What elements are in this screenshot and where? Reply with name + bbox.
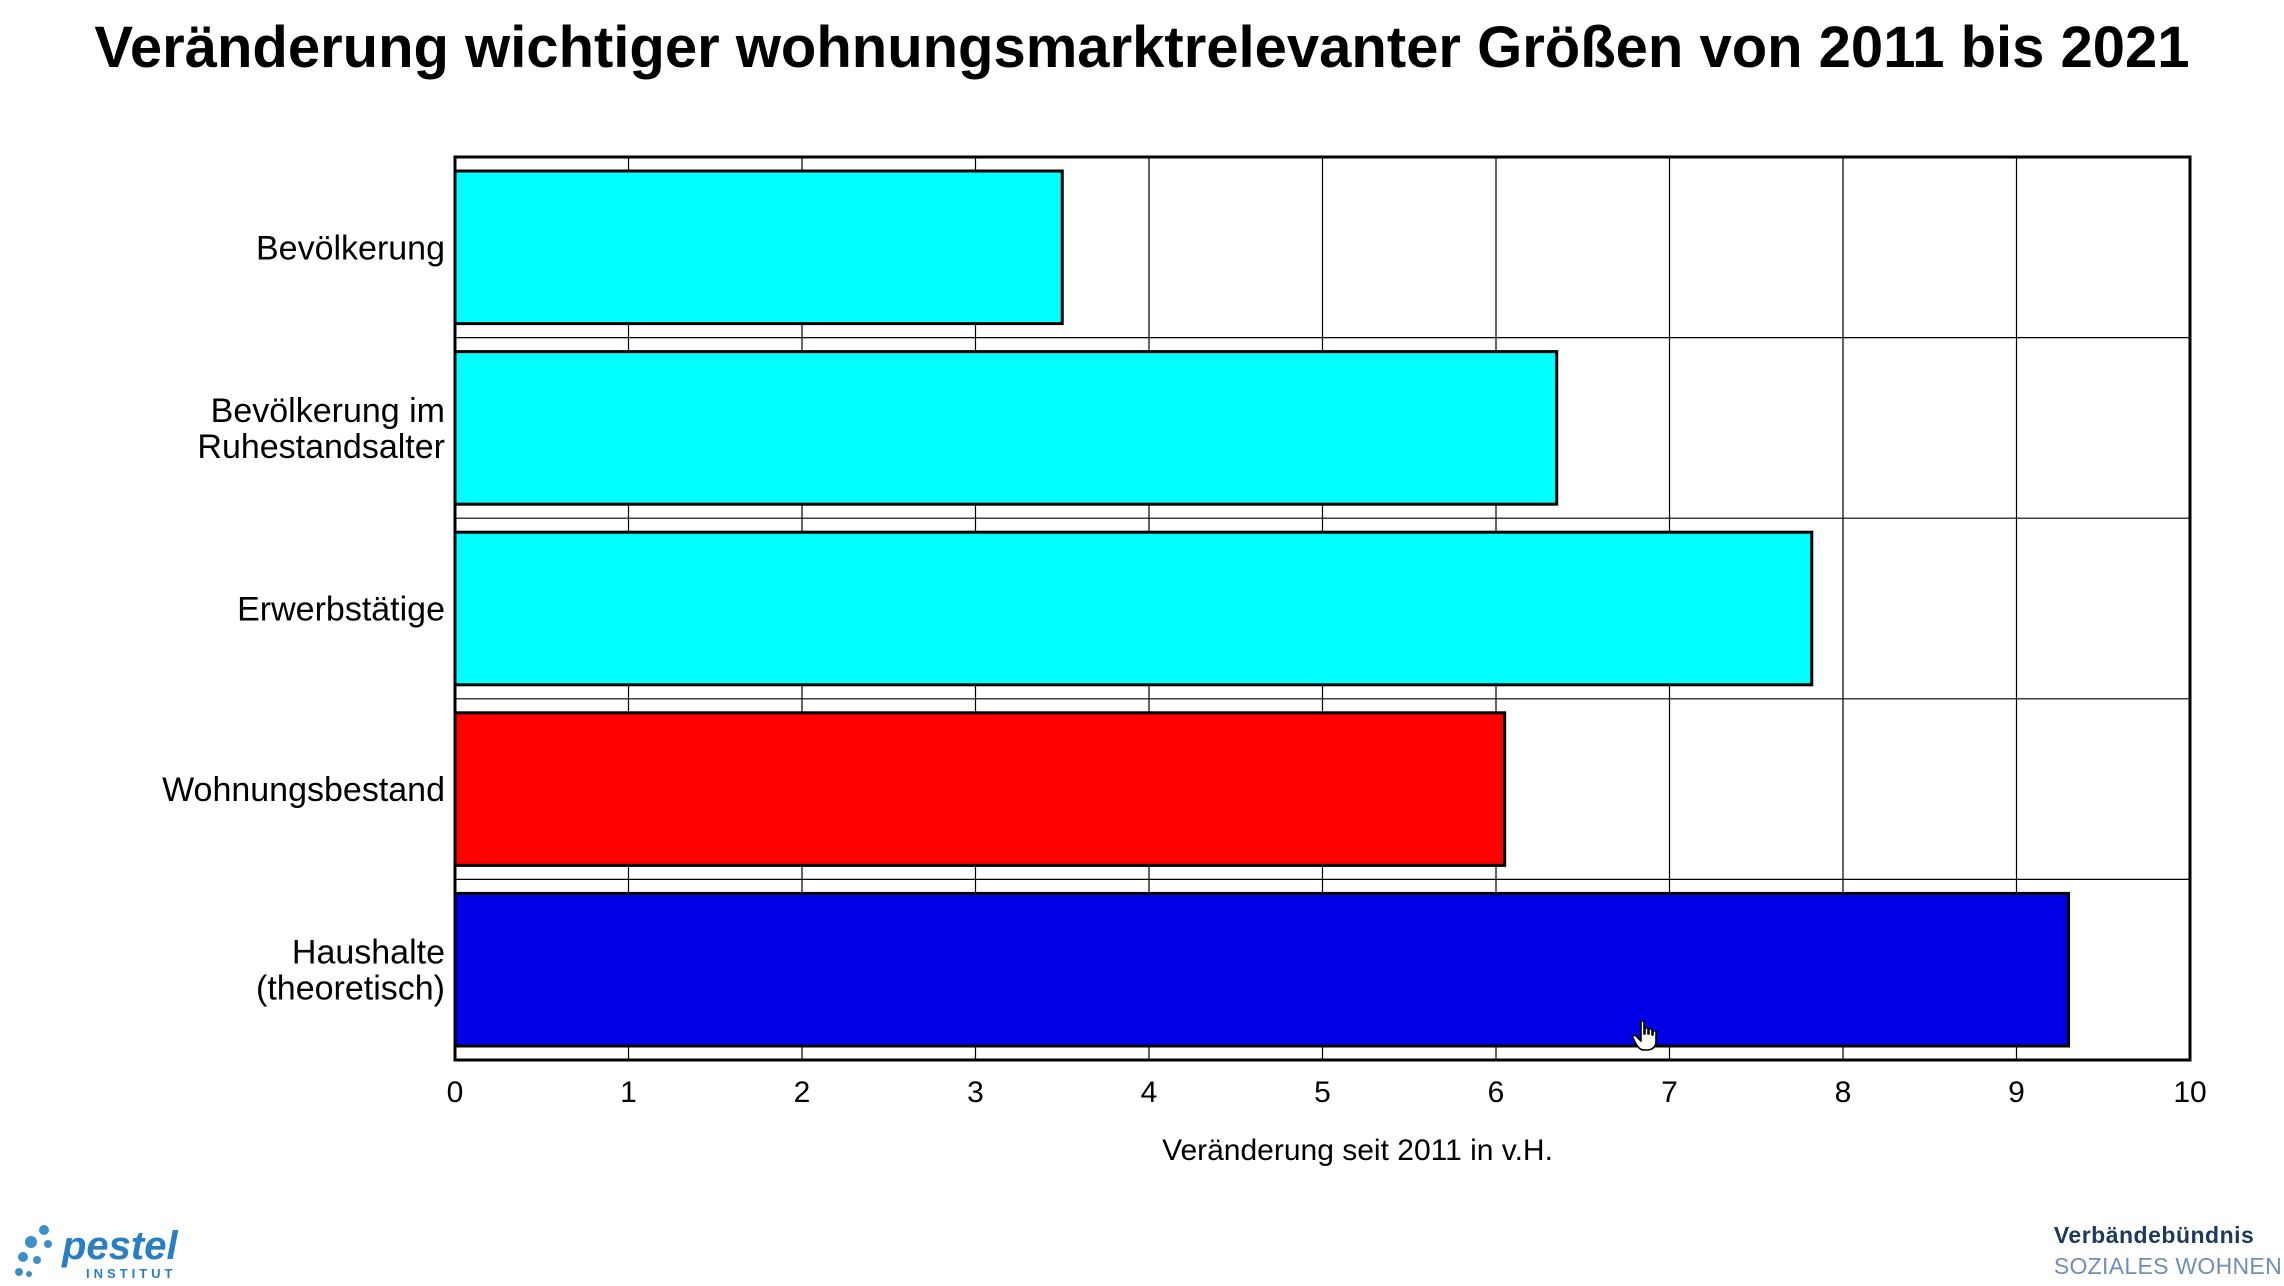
x-tick-label: 10 [2173,1076,2206,1109]
x-tick-label: 3 [967,1076,984,1109]
category-label: Haushalte [292,934,445,972]
bar [453,169,1064,326]
logo-line-2: SOZIALES WOHNEN [2053,1253,2282,1279]
x-tick-label: 1 [620,1076,637,1109]
bar [453,350,1559,506]
x-tick-label: 8 [1835,1076,1852,1109]
plot-frame [453,155,2192,1062]
svg-text:INSTITUT: INSTITUT [86,1266,177,1281]
x-axis-label: Veränderung seit 2011 in v.H. [1162,1134,1553,1167]
x-tick-label: 5 [1314,1076,1331,1109]
x-tick-label: 0 [447,1076,464,1109]
bar [453,891,2071,1048]
category-label: Bevölkerung im [211,392,445,430]
x-tick-label: 2 [794,1076,811,1109]
category-label: Wohnungsbestand [162,771,445,809]
bar [453,530,1814,687]
svg-text:pestel: pestel [61,1224,178,1268]
bars [453,169,2071,1048]
pestel-logo: pestel INSTITUT [15,1224,178,1281]
category-label: Erwerbstätige [237,591,445,629]
category-label: Ruhestandsalter [197,428,445,466]
hand-cursor-icon [1632,1020,1657,1051]
x-tick-label: 4 [1141,1076,1158,1109]
x-tick-label: 6 [1488,1076,1505,1109]
x-tick-label: 7 [1661,1076,1678,1109]
chart-title: Veränderung wichtiger wohnungsmarktrelev… [94,15,2190,80]
x-tick-label: 9 [2008,1076,2025,1109]
category-label: (theoretisch) [256,970,445,1008]
logo-line-1: Verbändebündnis [2053,1222,2255,1248]
verbaendebuendnis-logo: Verbändebündnis SOZIALES WOHNEN [2054,1222,2282,1280]
bar [453,711,1507,867]
category-labels: Bevölkerung Bevölkerung imRuhestandsalter… [162,229,445,1007]
x-tick-labels: 0 1 2 3 4 5 6 7 8 9 10 [447,1076,2207,1109]
category-label: Bevölkerung [256,229,445,267]
